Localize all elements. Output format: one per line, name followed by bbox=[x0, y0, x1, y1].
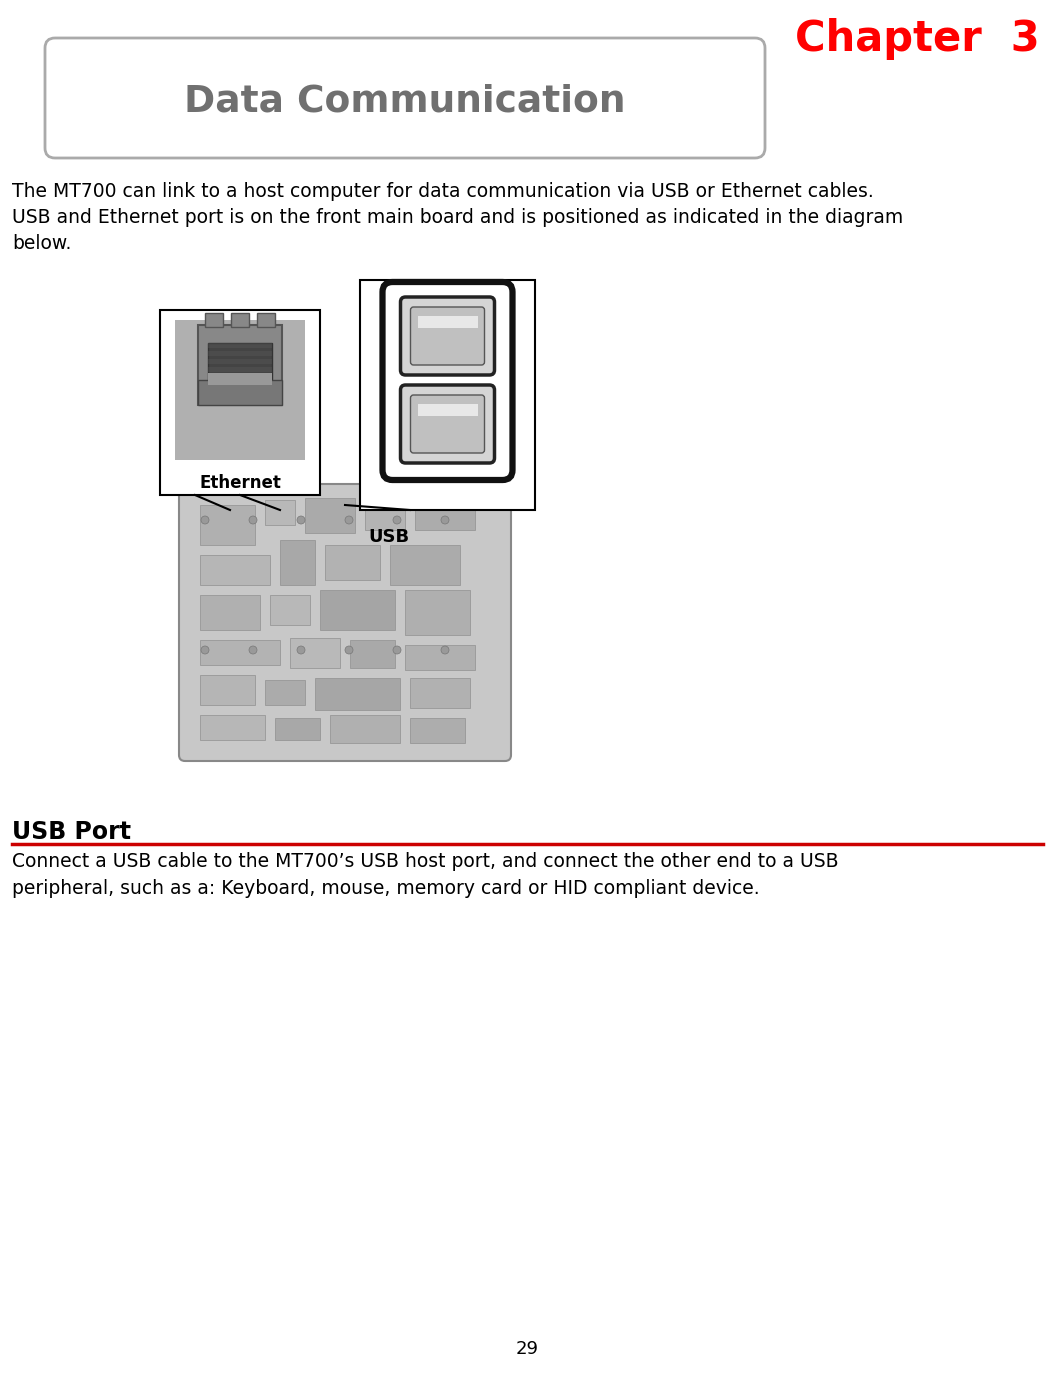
Bar bbox=[198, 325, 282, 405]
FancyBboxPatch shape bbox=[401, 386, 495, 463]
Bar bbox=[200, 504, 255, 545]
Circle shape bbox=[298, 515, 305, 524]
FancyBboxPatch shape bbox=[401, 297, 495, 375]
Circle shape bbox=[298, 645, 305, 654]
Bar bbox=[360, 281, 535, 510]
Bar bbox=[325, 545, 380, 580]
Bar bbox=[208, 359, 272, 363]
Text: Ethernet: Ethernet bbox=[199, 474, 281, 492]
Bar bbox=[305, 498, 354, 533]
Circle shape bbox=[441, 645, 449, 654]
Bar bbox=[270, 596, 310, 625]
FancyBboxPatch shape bbox=[410, 395, 484, 453]
Bar bbox=[265, 500, 295, 525]
FancyBboxPatch shape bbox=[410, 307, 484, 365]
Bar bbox=[200, 596, 260, 630]
Bar bbox=[365, 502, 405, 531]
Bar bbox=[160, 310, 320, 495]
Bar bbox=[275, 719, 320, 739]
Bar bbox=[280, 540, 315, 585]
Circle shape bbox=[249, 645, 257, 654]
Circle shape bbox=[202, 515, 209, 524]
Bar bbox=[405, 590, 469, 634]
Bar bbox=[231, 312, 249, 328]
Text: Data Communication: Data Communication bbox=[185, 83, 626, 119]
Text: 29: 29 bbox=[516, 1341, 538, 1359]
Bar bbox=[205, 312, 223, 328]
Bar bbox=[200, 556, 270, 585]
Bar bbox=[415, 500, 475, 531]
Bar bbox=[418, 316, 478, 328]
Text: The MT700 can link to a host computer for data communication via USB or Ethernet: The MT700 can link to a host computer fo… bbox=[12, 182, 903, 253]
Bar bbox=[418, 404, 478, 416]
Text: Connect a USB cable to the MT700’s USB host port, and connect the other end to a: Connect a USB cable to the MT700’s USB h… bbox=[12, 851, 839, 897]
Circle shape bbox=[394, 515, 401, 524]
Bar bbox=[330, 714, 400, 744]
Circle shape bbox=[345, 515, 353, 524]
Bar bbox=[257, 312, 275, 328]
Bar bbox=[200, 714, 265, 739]
FancyBboxPatch shape bbox=[179, 484, 511, 761]
Text: USB: USB bbox=[368, 528, 409, 546]
Text: USB Port: USB Port bbox=[12, 820, 131, 844]
Bar bbox=[208, 373, 272, 386]
Bar bbox=[208, 351, 272, 357]
Circle shape bbox=[249, 515, 257, 524]
Bar bbox=[265, 680, 305, 705]
Bar bbox=[208, 368, 272, 372]
Bar bbox=[200, 640, 280, 665]
Bar bbox=[320, 590, 395, 630]
Bar bbox=[200, 674, 255, 705]
Bar bbox=[390, 545, 460, 585]
Bar bbox=[315, 679, 400, 710]
Text: Chapter  3: Chapter 3 bbox=[795, 18, 1040, 59]
Circle shape bbox=[202, 645, 209, 654]
Bar bbox=[208, 343, 272, 348]
Bar bbox=[198, 380, 282, 405]
Circle shape bbox=[441, 515, 449, 524]
Bar bbox=[290, 638, 340, 668]
Bar bbox=[410, 679, 469, 708]
Bar bbox=[410, 719, 465, 744]
Bar bbox=[350, 640, 395, 668]
Circle shape bbox=[345, 645, 353, 654]
Circle shape bbox=[394, 645, 401, 654]
FancyBboxPatch shape bbox=[383, 282, 513, 480]
Bar bbox=[175, 321, 305, 460]
Bar bbox=[208, 343, 272, 392]
FancyBboxPatch shape bbox=[45, 37, 765, 158]
Bar bbox=[405, 645, 475, 670]
